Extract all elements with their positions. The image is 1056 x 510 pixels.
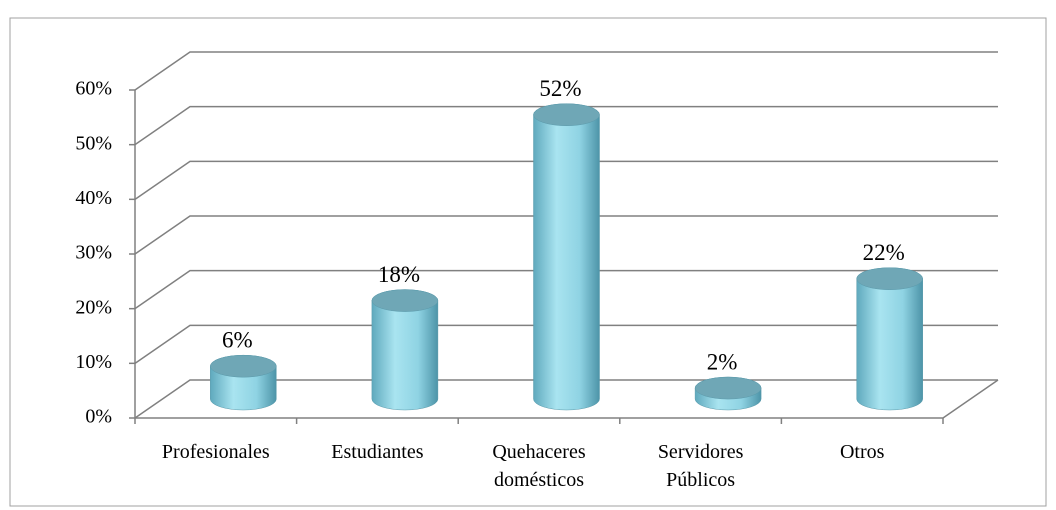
y-tick-label: 40% [75, 187, 112, 209]
x-tick-label: Quehaceres domésticos [492, 441, 586, 491]
x-tick-label: Servidores Públicos [657, 441, 744, 491]
value-label: 6% [222, 327, 253, 352]
x-label-box: Profesionales [161, 441, 270, 463]
bar-top [856, 267, 923, 290]
bar [533, 103, 600, 411]
grid-line [134, 269, 998, 310]
chart-border [9, 17, 1047, 507]
value-label: 18% [378, 262, 420, 287]
y-tick-label: 50% [75, 132, 112, 154]
x-label-box: Servidores Públicos [657, 441, 744, 491]
grid-line [134, 160, 998, 200]
grid-line [134, 215, 998, 255]
y-tick-label: 0% [85, 406, 112, 428]
grid-line [134, 105, 998, 146]
y-tick-label: 60% [75, 78, 112, 100]
x-tick-label: Profesionales [161, 441, 270, 463]
y-tick-label: 30% [75, 242, 112, 264]
grid-line [134, 51, 998, 91]
value-label: 22% [863, 240, 905, 265]
grid-line [134, 324, 998, 364]
x-label-box: Estudiantes [331, 441, 424, 463]
x-label-box: Otros [839, 441, 885, 463]
bar-top [533, 103, 600, 126]
value-label: 2% [707, 349, 738, 374]
x-label-box: Quehaceres domésticos [492, 441, 586, 491]
x-tick-label: Otros [839, 441, 885, 463]
bar-top [694, 376, 762, 400]
y-tick-label: 10% [75, 351, 112, 373]
x-tick-label: Estudiantes [331, 441, 424, 463]
y-tick-label: 20% [75, 296, 112, 318]
bar-top [210, 354, 277, 378]
bar-top [371, 289, 439, 312]
value-label: 52% [539, 76, 581, 101]
